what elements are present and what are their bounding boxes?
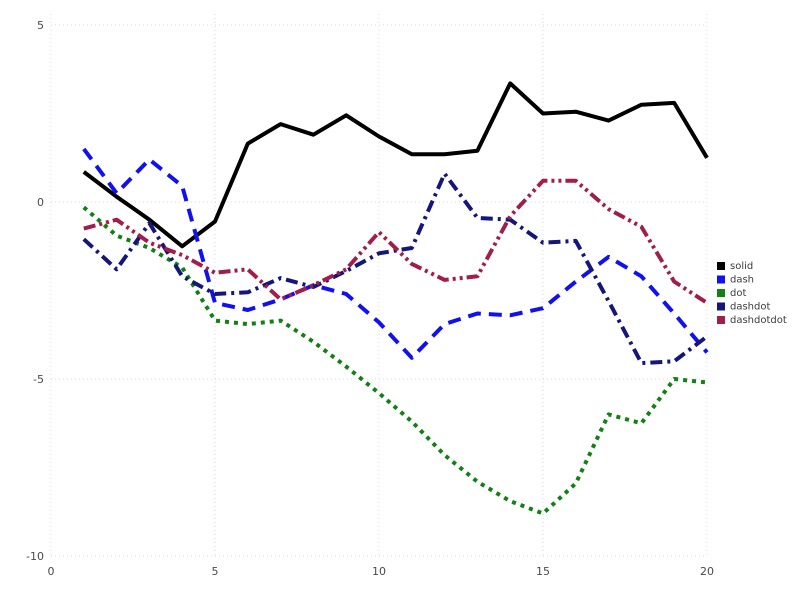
- legend-item-solid: solid: [717, 261, 753, 272]
- legend-item-dashdot: dashdot: [717, 302, 770, 313]
- legend-label-dashdot: dashdot: [730, 302, 770, 313]
- x-tick-label: 15: [536, 565, 550, 578]
- legend-label-solid: solid: [730, 261, 753, 272]
- y-tick-label: -10: [26, 550, 44, 563]
- series-line-dash: [82, 147, 709, 360]
- series-line-dot: [82, 205, 708, 516]
- legend-swatch-dashdot-icon: [717, 302, 725, 311]
- legend-swatch-solid-icon: [717, 262, 725, 270]
- legend-swatch-dash-icon: [717, 275, 725, 284]
- series-line-dashdotdot: [83, 178, 709, 305]
- legend-swatch-dot-icon: [717, 289, 725, 297]
- x-axis-ticks: 0 5 10 15 20: [48, 565, 715, 578]
- y-tick-label: -5: [33, 373, 44, 386]
- series-lines: [82, 81, 709, 516]
- legend-label-dashdotdot: dashdotdot: [730, 315, 787, 326]
- grid-lines: [50, 14, 708, 557]
- x-tick-label: 10: [372, 565, 386, 578]
- x-tick-label: 20: [700, 565, 714, 578]
- legend-item-dash: dash: [717, 275, 754, 286]
- series-line-solid: [82, 81, 709, 249]
- y-tick-label: 5: [37, 19, 44, 32]
- legend-label-dot: dot: [730, 288, 746, 299]
- y-tick-label: 0: [37, 196, 44, 209]
- legend-label-dash: dash: [730, 275, 754, 286]
- legend-item-dashdotdot: dashdotdot: [717, 315, 787, 326]
- y-axis-ticks: -10 -5 0 5: [26, 19, 44, 563]
- legend-item-dot: dot: [717, 288, 746, 299]
- x-tick-label: 0: [48, 565, 55, 578]
- x-tick-label: 5: [212, 565, 219, 578]
- legend-swatch-dashdotdot-icon: [717, 316, 725, 324]
